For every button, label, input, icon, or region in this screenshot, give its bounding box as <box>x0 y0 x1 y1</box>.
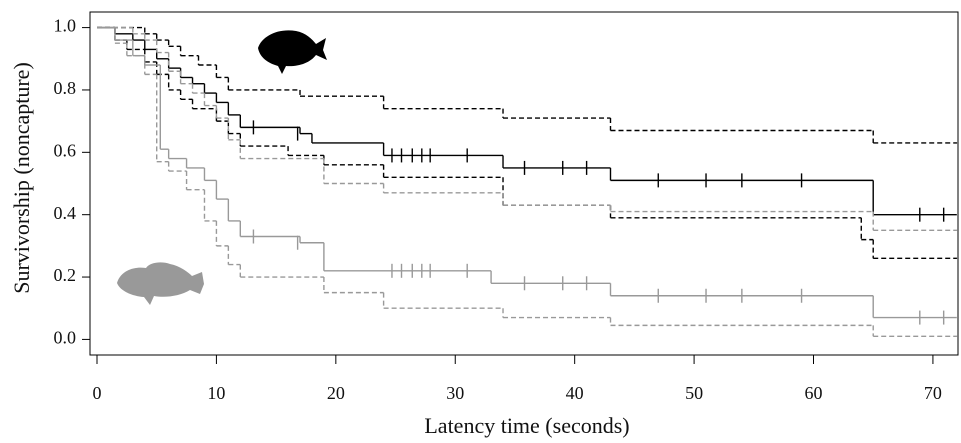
plot-frame <box>89 11 959 356</box>
fish-icon <box>117 262 204 305</box>
x-tick-label: 10 <box>207 383 225 403</box>
fish-icon <box>258 30 327 74</box>
x-tick-label: 0 <box>93 383 102 403</box>
y-tick-label: 0.0 <box>54 328 77 348</box>
y-axis-title: Survivorship (noncapture) <box>9 62 34 294</box>
x-axis-title: Latency time (seconds) <box>424 413 629 438</box>
x-tick-label: 20 <box>327 383 345 403</box>
y-tick-label: 0.4 <box>54 203 77 223</box>
x-tick-label: 40 <box>566 383 584 403</box>
y-tick-label: 1.0 <box>54 16 77 36</box>
x-tick-label: 50 <box>685 383 703 403</box>
y-tick-label: 0.6 <box>54 140 77 160</box>
y-tick-label: 0.8 <box>54 78 77 98</box>
y-tick-label: 0.2 <box>54 265 77 285</box>
x-tick-label: 70 <box>924 383 942 403</box>
x-tick-label: 60 <box>805 383 823 403</box>
x-tick-label: 30 <box>446 383 464 403</box>
